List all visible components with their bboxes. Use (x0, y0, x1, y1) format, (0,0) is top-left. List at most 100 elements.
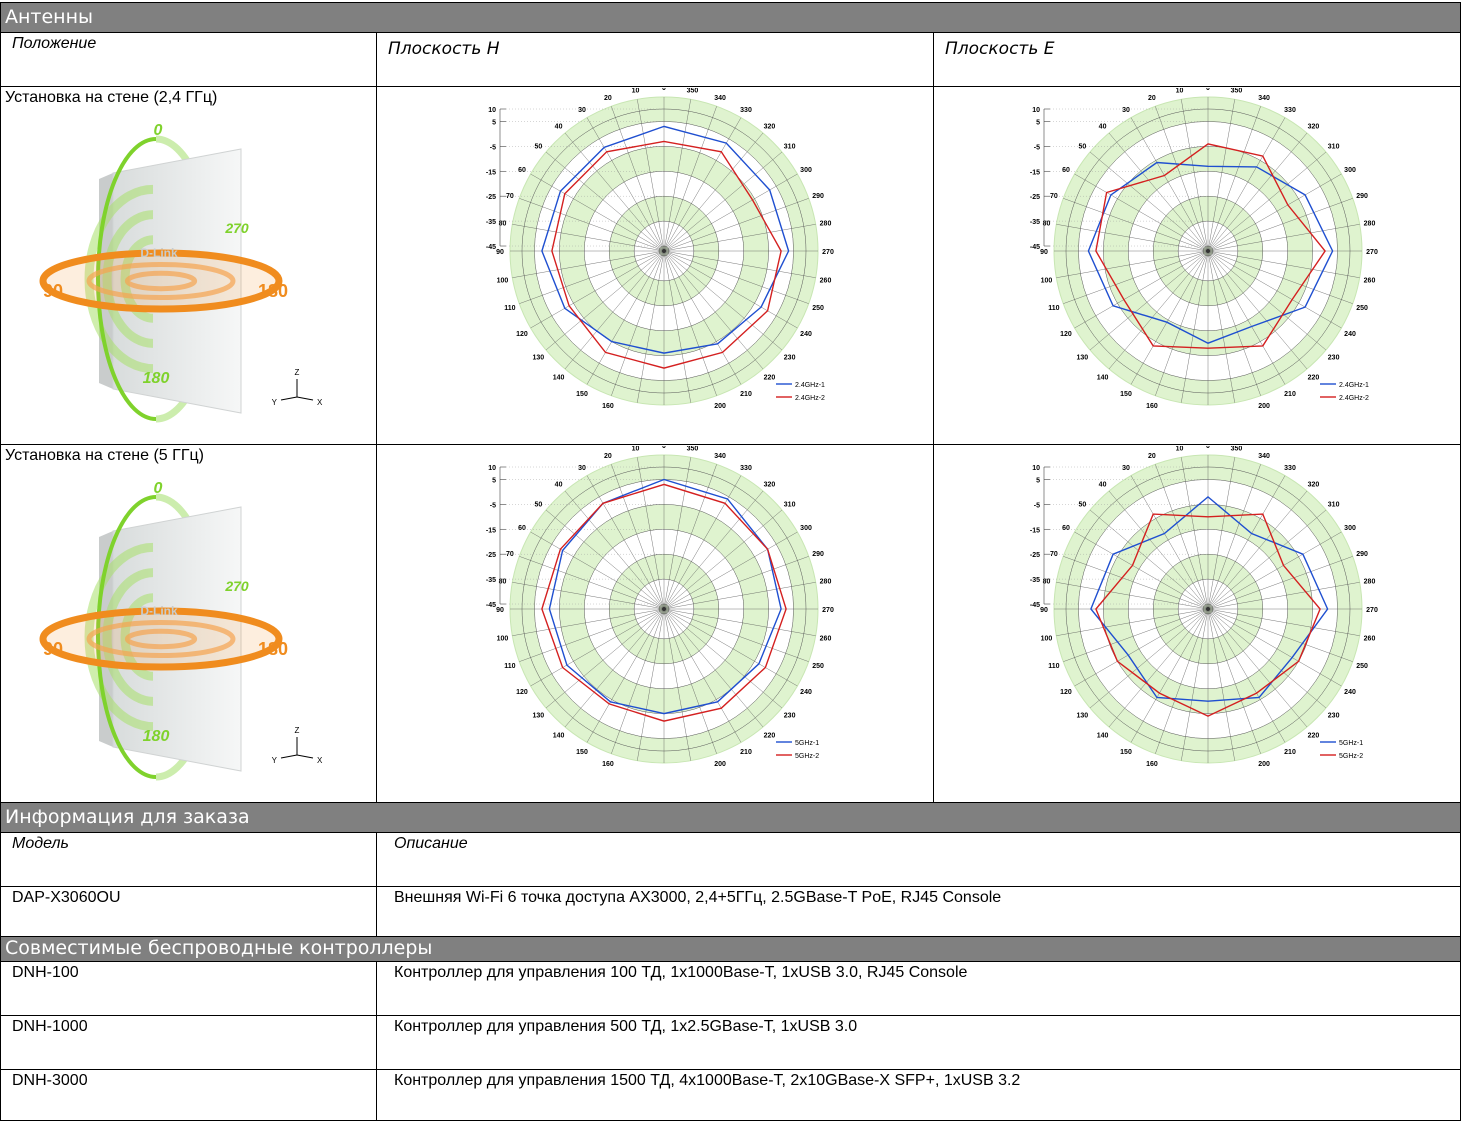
legend-label: 2.4GHz-1 (795, 382, 825, 389)
scale-label: 5 (1036, 119, 1040, 126)
angle-label: 60 (1062, 167, 1070, 174)
radial-grid-line (663, 608, 742, 743)
angle-label: 120 (516, 331, 528, 338)
radial-grid-line (1207, 106, 1261, 252)
angle-label: 110 (504, 663, 515, 670)
angle-label: 20 (604, 453, 612, 460)
radial-grid-line (663, 173, 798, 252)
angle-label: 300 (1344, 167, 1356, 174)
radial-grid-line (1130, 608, 1209, 743)
radial-grid-line (1089, 151, 1209, 252)
radial-grid-line (1207, 582, 1360, 610)
angle-label: 320 (764, 123, 776, 130)
angle-label: 280 (820, 579, 832, 586)
angle-label: 340 (1258, 95, 1270, 102)
axis-name: Y (272, 398, 278, 407)
angle-label: 270 (1366, 607, 1378, 614)
angle-label: 280 (1364, 579, 1376, 586)
radial-grid-line (1181, 250, 1209, 403)
radial-grid-line (1207, 250, 1327, 351)
angle-label: 40 (1099, 123, 1107, 130)
angle-label: 250 (1356, 305, 1368, 312)
center (662, 249, 666, 253)
radial-grid-line (564, 608, 665, 728)
angle-label: 350 (687, 446, 699, 452)
angle-label: 310 (784, 502, 796, 509)
scale-label: -5 (490, 502, 496, 509)
angle-label: 70 (1050, 193, 1058, 200)
scale-label: 5 (1036, 477, 1040, 484)
scale-label: -25 (486, 552, 496, 559)
angle-label: 40 (555, 481, 563, 488)
angle-label: 70 (1050, 551, 1058, 558)
brand-label: D-Link (140, 246, 178, 260)
angle-label: 0 (662, 88, 666, 92)
radial-grid-line (545, 509, 665, 610)
radial-grid-line (1207, 250, 1360, 278)
radial-grid-line (1063, 250, 1209, 304)
radial-grid-line (663, 608, 717, 754)
angle-label: 270 (822, 249, 834, 256)
angle-label: 210 (1284, 391, 1296, 398)
angle-label: 220 (1308, 733, 1320, 740)
radial-grid-line (663, 582, 816, 610)
scale-label: -35 (486, 577, 496, 584)
angle-label: 100 (1041, 635, 1053, 642)
angle-label: 130 (1077, 354, 1089, 361)
radial-grid-line (519, 198, 665, 252)
radial-grid-line (1207, 224, 1360, 252)
angle-label: 150 (1120, 391, 1132, 398)
angle-label: 160 (1146, 761, 1158, 766)
angle-label: 30 (1122, 465, 1130, 472)
angle-label: 140 (1097, 733, 1109, 740)
scale-label: -45 (1030, 602, 1040, 609)
cell: Контроллер для управления 1500 ТД, 4x100… (376, 1069, 1461, 1121)
radial-grid-line (512, 250, 665, 278)
row-label-cell: Установка на стене (5 ГГц) D-Link 0 270 180 9… (0, 444, 377, 803)
brand-label: D-Link (140, 604, 178, 618)
angle-label: 30 (1122, 107, 1130, 114)
scale-label: -45 (486, 602, 496, 609)
radial-grid-line (519, 608, 665, 662)
radial-grid-line (1207, 198, 1353, 252)
radial-grid-line (1063, 556, 1209, 610)
radial-grid-line (1181, 457, 1209, 610)
radial-grid-line (611, 608, 665, 754)
antenna-diagram: D-Link 0 270 180 90 180 Z Y X (1, 121, 371, 431)
radial-grid-line (637, 608, 665, 761)
column-header: Плоскость E (933, 32, 1461, 87)
legend-label: 2.4GHz-2 (795, 395, 825, 402)
axis-arrow (296, 754, 314, 759)
radial-grid-line (1207, 608, 1342, 687)
axis-arrow (280, 754, 298, 759)
angle-label: 140 (553, 733, 565, 740)
angle-label: 30 (578, 465, 586, 472)
center (1206, 249, 1210, 253)
angle-label: 210 (740, 391, 752, 398)
angle-label: 10 (632, 88, 640, 94)
section-header: Антенны (0, 2, 1461, 33)
radial-grid-line (663, 608, 783, 709)
radial-grid-line (1207, 608, 1360, 636)
angle-label: 80 (499, 221, 507, 228)
angle-label: 20 (1148, 453, 1156, 460)
radial-grid-line (1074, 173, 1209, 252)
angle-label: 240 (800, 689, 812, 696)
radial-grid-line (512, 224, 665, 252)
radial-grid-line (519, 250, 665, 304)
radial-grid-line (1108, 250, 1209, 370)
plot-cell: 0 10 20 30 40 50 60 70 80 90 100 110 120 130 140 150 160… (933, 444, 1461, 803)
radial-grid-line (663, 608, 798, 687)
scale-label: -25 (1030, 194, 1040, 201)
axis-arrow (296, 396, 314, 401)
radial-grid-line (1207, 457, 1235, 610)
angle-label: 240 (800, 331, 812, 338)
angle-label: 230 (784, 712, 796, 719)
radial-grid-line (1130, 250, 1209, 385)
pattern-line (551, 140, 782, 369)
angle-label: 250 (1356, 663, 1368, 670)
angle-label: 50 (1078, 144, 1086, 151)
radial-grid-line (663, 151, 783, 252)
polar-chart: 0 10 20 30 40 50 60 70 80 90 100 110 120 130 140 150 160… (978, 446, 1438, 766)
radial-grid-line (1207, 250, 1353, 304)
